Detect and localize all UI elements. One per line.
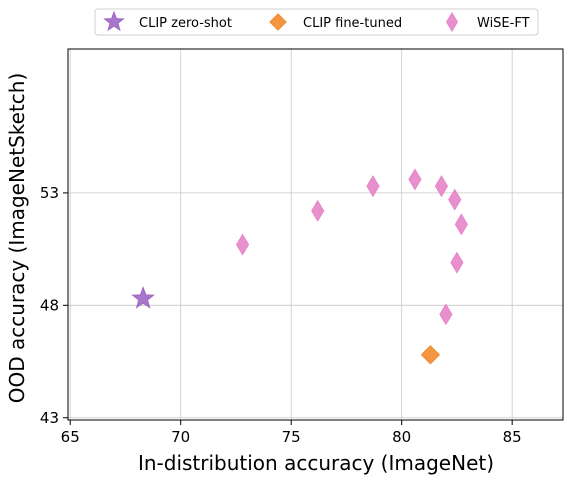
clip-fine-tuned-point — [420, 345, 441, 365]
x-axis-title: In-distribution accuracy (ImageNet) — [138, 451, 494, 475]
legend-marker-wise-ft — [446, 12, 458, 32]
legend-label-clip-zero-shot: CLIP zero-shot — [139, 16, 232, 31]
y-axis-title: OOD accuracy (ImageNetSketch) — [5, 73, 29, 404]
axis-ticks: 65 70 75 80 85 43 48 53 — [40, 184, 522, 446]
legend-box — [94, 8, 539, 36]
wise-ft-point — [434, 175, 449, 198]
wise-ft-point — [366, 175, 380, 198]
wise-ft-point — [235, 233, 250, 256]
grid-lines — [68, 49, 563, 420]
wise-ft-point — [454, 213, 468, 236]
x-tick-label: 80 — [392, 428, 411, 446]
legend-marker-clip-fine-tuned — [269, 13, 287, 31]
legend: CLIP zero-shot CLIP fine-tuned WiSE-FT — [94, 8, 539, 36]
legend-label-wise-ft: WiSE-FT — [477, 16, 530, 31]
y-tick-label: 48 — [40, 296, 59, 314]
wise-ft-point — [311, 199, 325, 222]
data-points — [131, 168, 468, 365]
wise-ft-point — [408, 168, 422, 191]
wise-ft-point — [450, 251, 464, 274]
plot-area — [67, 48, 564, 421]
wise-ft-point — [448, 188, 462, 211]
x-tick-label: 65 — [61, 428, 80, 446]
y-tick-label: 43 — [40, 409, 59, 427]
x-tick-label: 75 — [282, 428, 301, 446]
clip-zero-shot-point — [131, 286, 155, 309]
legend-marker-clip-zero-shot — [103, 10, 125, 32]
legend-label-clip-fine-tuned: CLIP fine-tuned — [303, 16, 402, 31]
x-tick-label: 70 — [171, 428, 190, 446]
x-tick-label: 85 — [503, 428, 522, 446]
y-tick-label: 53 — [40, 184, 59, 202]
wise-ft-point — [439, 303, 453, 326]
